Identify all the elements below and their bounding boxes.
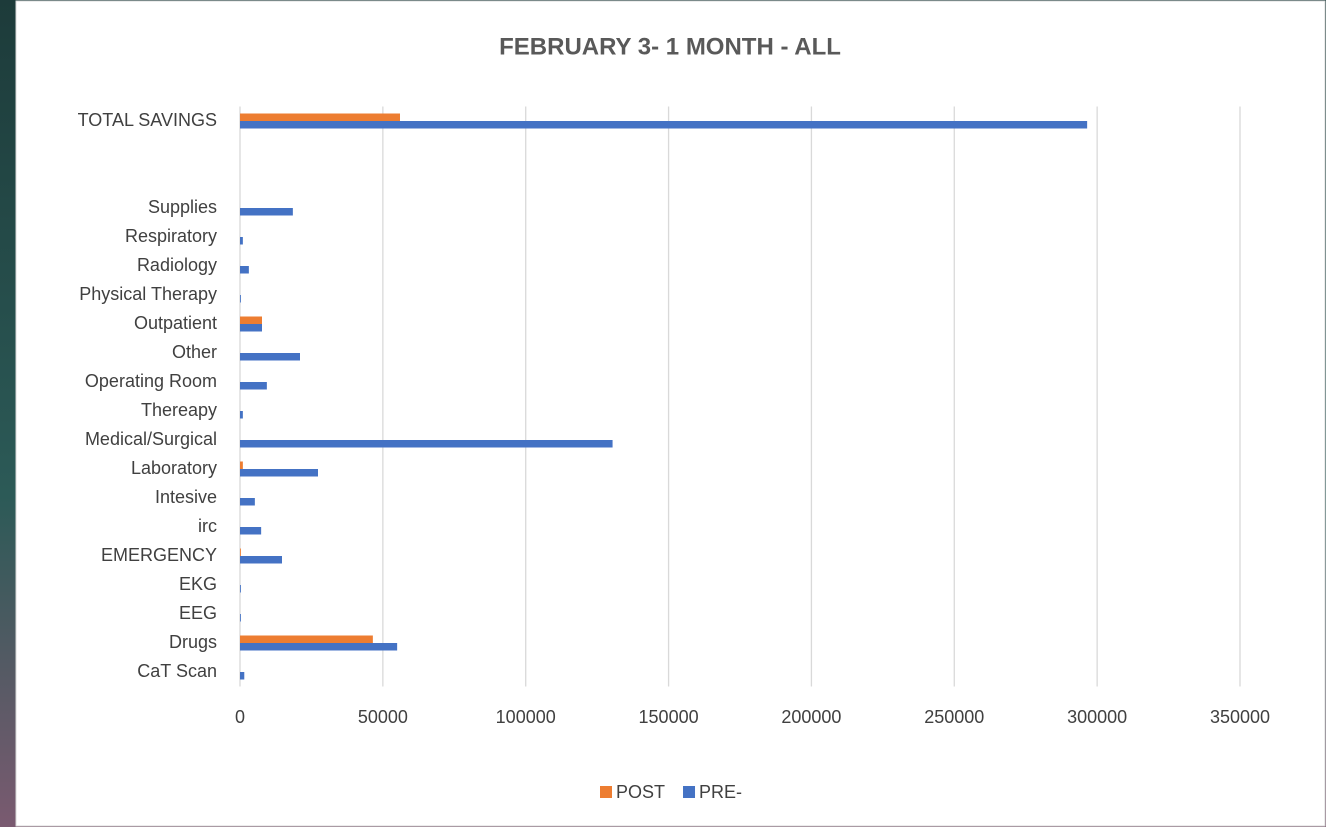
bar [240,527,262,535]
legend-swatch [600,786,612,798]
bar [240,324,262,332]
y-tick-label: Intesive [155,487,217,507]
y-tick-label: Other [172,342,217,362]
y-tick-label: CaT Scan [137,661,217,681]
y-tick-label: Outpatient [134,313,217,333]
bar [240,295,241,303]
bar [240,208,293,216]
bar [240,498,255,506]
y-tick-label: Drugs [169,632,217,652]
bar [240,353,300,361]
y-tick-label: Medical/Surgical [85,429,217,449]
x-tick-label: 250000 [924,707,984,727]
bar [240,411,243,419]
y-tick-label: Laboratory [131,458,217,478]
bar [240,635,373,643]
bar [240,548,241,556]
y-tick-label: EMERGENCY [101,545,217,565]
x-tick-label: 300000 [1067,707,1127,727]
y-tick-label: EEG [179,603,217,623]
x-tick-label: 200000 [781,707,841,727]
bar [240,382,267,390]
bar [240,469,318,477]
chart-title: FEBRUARY 3- 1 MONTH - ALL [499,33,841,60]
y-tick-label: Operating Room [85,371,217,391]
bar [240,440,613,448]
bar [240,266,249,274]
y-tick-label: TOTAL SAVINGS [78,110,217,130]
y-tick-label: Physical Therapy [79,284,217,304]
x-tick-label: 0 [235,707,245,727]
bar [240,556,282,564]
bar [240,113,400,121]
bar [240,237,243,245]
legend-swatch [683,786,696,798]
bar [240,614,241,622]
x-tick-label: 150000 [639,707,699,727]
y-tick-label: irc [198,516,217,536]
bar [240,316,262,324]
y-tick-label: Supplies [148,197,217,217]
y-tick-label: EKG [179,574,217,594]
chart-area [15,0,1326,827]
y-tick-label: Thereapy [141,400,217,420]
legend-label: PRE- [699,782,742,802]
bar [240,461,243,469]
x-tick-label: 350000 [1210,707,1270,727]
y-tick-label: Respiratory [125,226,217,246]
bar [240,585,241,593]
x-tick-label: 100000 [496,707,556,727]
x-tick-label: 50000 [358,707,408,727]
bar [240,672,245,680]
bar [240,121,1088,129]
y-tick-label: Radiology [137,255,217,275]
bar [240,643,398,651]
legend-label: POST [616,782,665,802]
